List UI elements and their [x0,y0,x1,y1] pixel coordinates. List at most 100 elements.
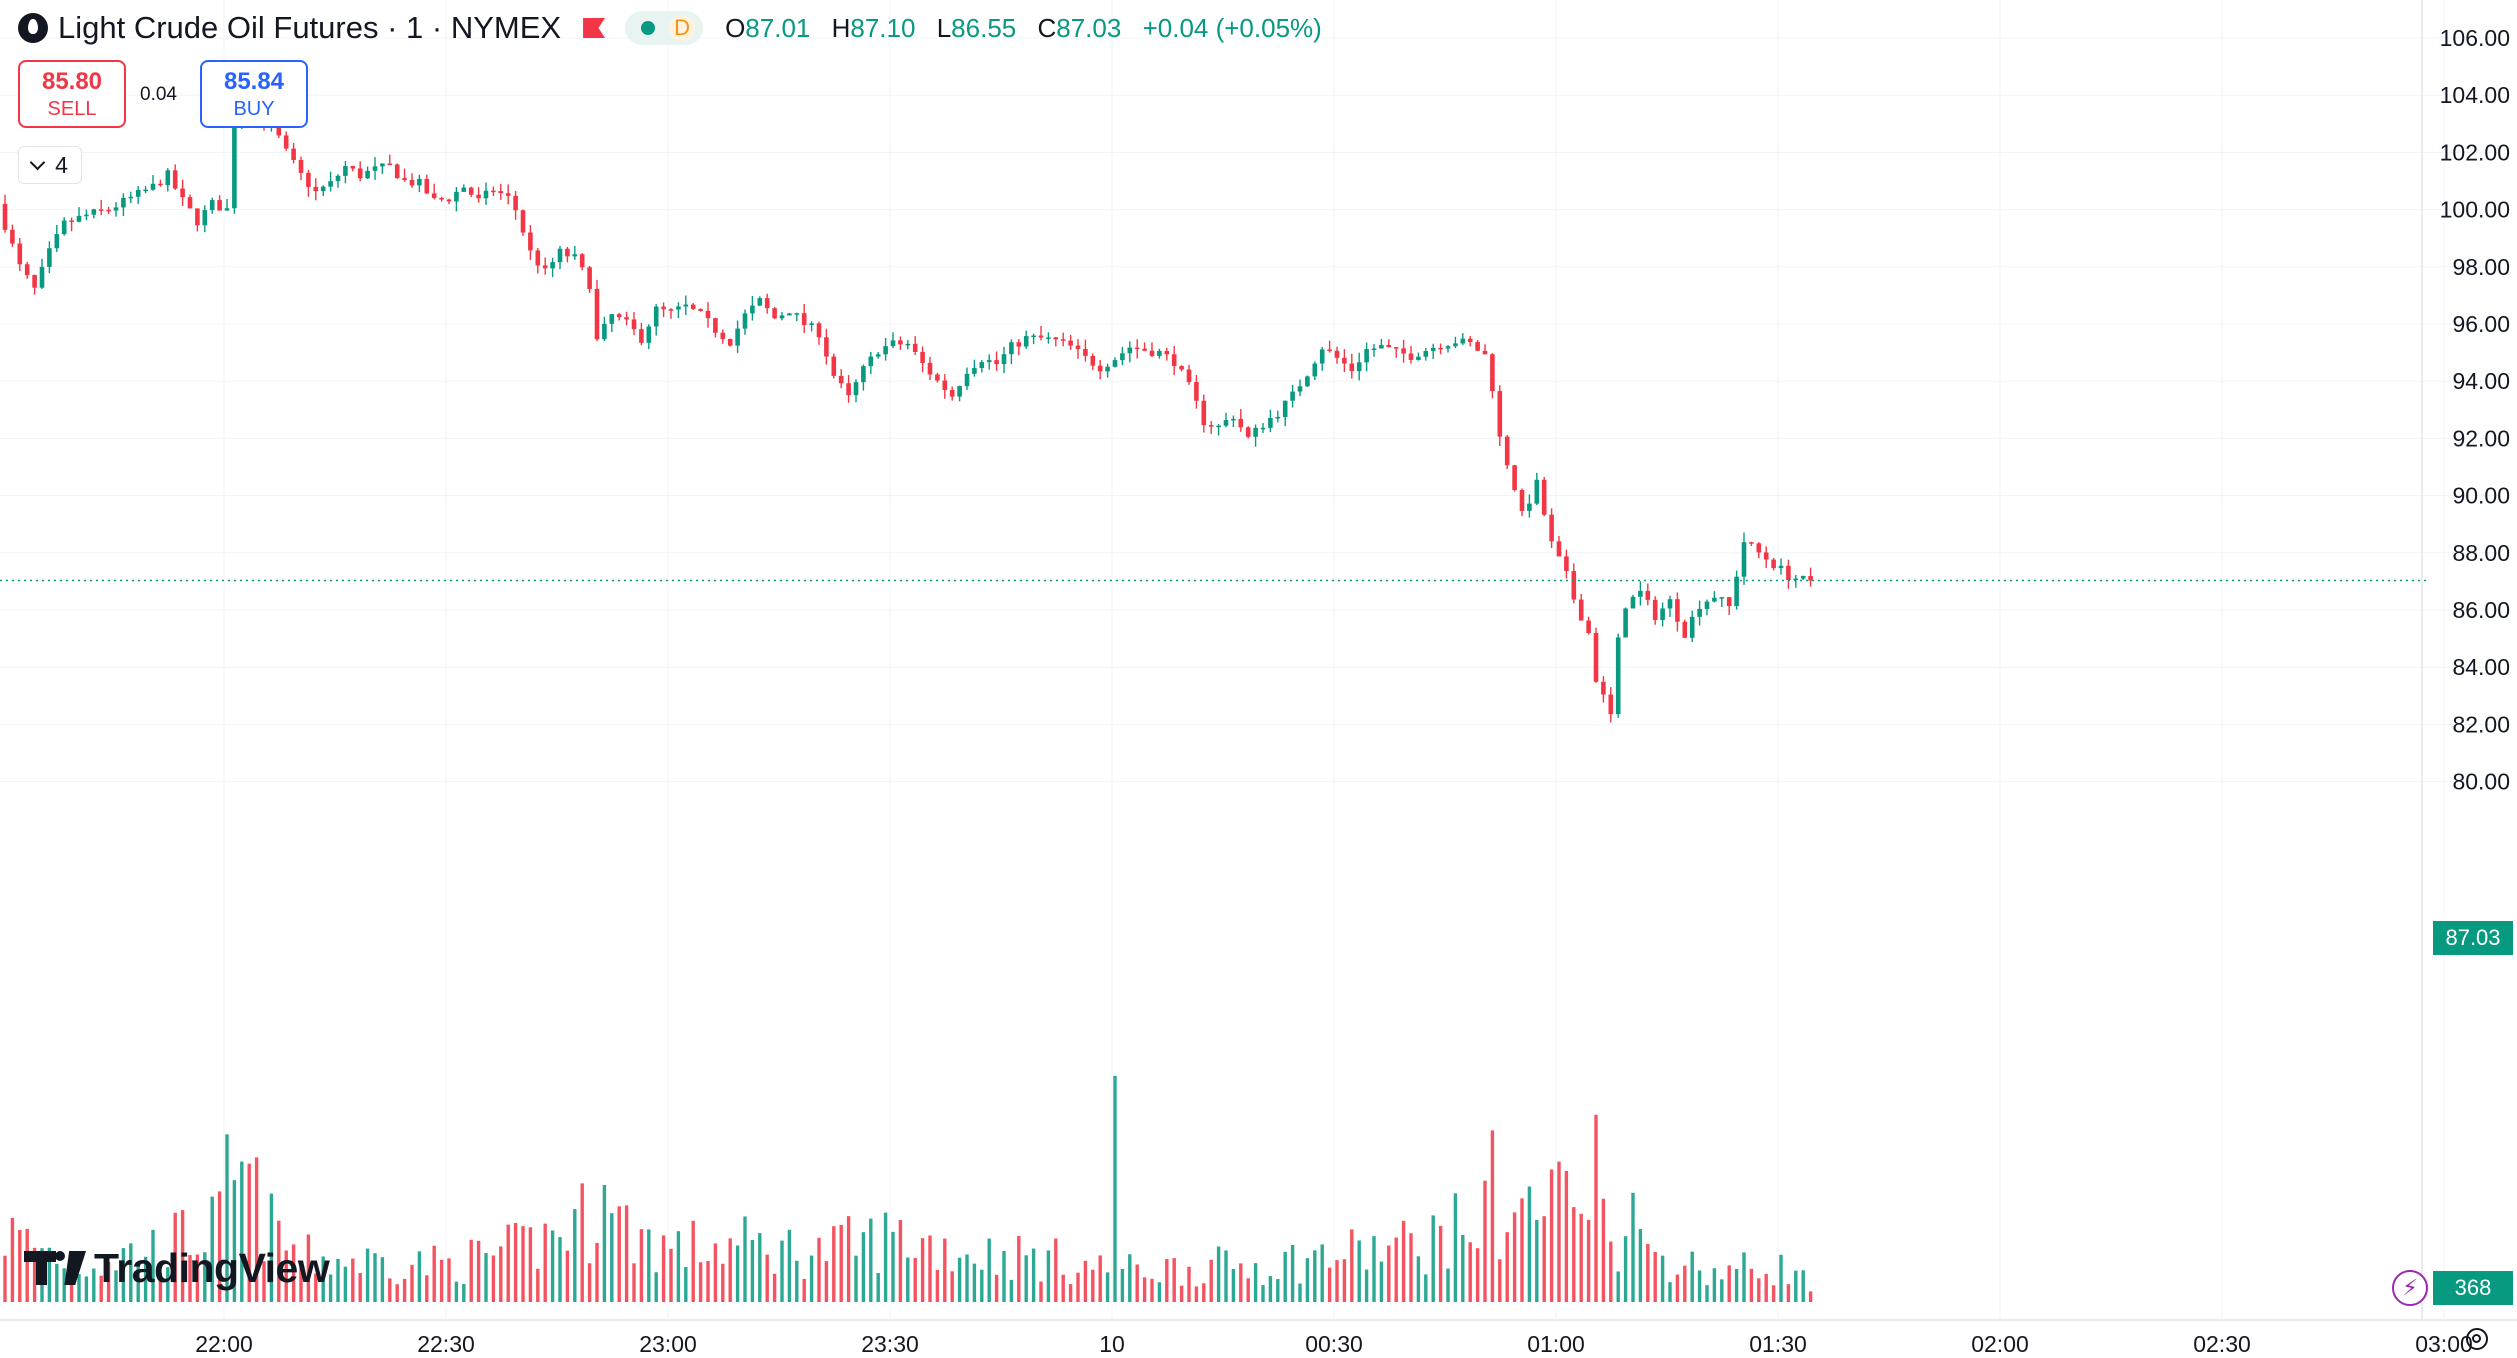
volume-bar [484,1253,488,1302]
volume-bar [1394,1237,1398,1302]
volume-bar [558,1237,562,1302]
volume-bar [291,1244,296,1302]
volume-bar [891,1231,895,1302]
candle-body [1645,590,1651,600]
candle-body [1342,357,1347,364]
price-tick-label: 90.00 [2452,483,2510,509]
volume-bar [1298,1283,1302,1302]
candle-body [912,343,918,352]
candle-body [10,229,15,244]
candle-body [283,135,289,149]
time-tick-label: 23:30 [861,1331,919,1357]
candle-body [47,248,52,267]
candle-body [1201,400,1207,426]
candle-body [1475,342,1480,351]
candle-body [1127,347,1133,354]
settings-icon[interactable] [2466,1328,2488,1350]
time-tick-label: 02:30 [2193,1331,2251,1357]
volume-bar [550,1230,555,1302]
candle-body [431,193,437,198]
candle-body [949,390,955,397]
candle-body [1652,599,1658,621]
candle-body [187,197,193,209]
candle-body [639,329,644,343]
volume-bar [1290,1245,1295,1302]
volume-bar [1668,1282,1672,1302]
candle-body [1423,351,1429,357]
symbol-title[interactable]: Light Crude Oil Futures · 1 · NYMEX [58,10,562,45]
volume-bar [277,1220,281,1302]
volume-bar [1594,1114,1598,1302]
candle-body [1556,541,1562,557]
price-tick-label: 92.00 [2452,425,2510,451]
candle-body [1053,337,1059,340]
candle-body [128,196,134,199]
candle-body [320,186,326,192]
volume-bar [402,1278,407,1302]
volume-bar [513,1223,518,1302]
volume-bar [898,1219,903,1302]
drop-icon [18,13,48,43]
candle-body [735,328,740,346]
candle-body [557,248,563,263]
tradingview-logo[interactable]: TradingView [24,1244,330,1292]
candle-body [1586,620,1591,633]
volume-bar [580,1183,584,1302]
volume-bar [25,1228,29,1302]
candle-body [1327,349,1332,351]
volume-bar [832,1226,836,1302]
volume-bar [1453,1193,1458,1302]
volume-bar [994,1274,999,1302]
candle-body [1519,490,1525,511]
candle-body [787,313,792,316]
candle-body [920,351,925,363]
volume-bar [1712,1268,1717,1302]
volume-bar [565,1250,570,1302]
candle-body [742,313,748,329]
volume-bar [750,1240,755,1302]
volume-bar [1749,1268,1754,1302]
candle-body [298,159,304,173]
market-status-pill[interactable]: D [625,11,704,45]
volume-bar [1142,1277,1147,1302]
volume-bar [1372,1236,1376,1302]
candle-body [32,275,37,288]
candle-body [150,183,156,190]
candle-body [165,170,171,186]
candle-body [394,164,400,179]
candle-body [2,203,8,230]
candle-body [1009,342,1014,355]
flag-icon[interactable] [583,18,606,38]
volume-bar [47,1247,52,1302]
indicators-collapse-button[interactable]: 4 [18,146,82,184]
time-axis[interactable]: 922:0022:3023:0023:301000:3001:0001:3002… [0,1331,2517,1357]
volume-bar [166,1267,170,1302]
candle-body [1097,365,1103,372]
candle-body [461,187,467,192]
sell-button[interactable]: 85.80 SELL [18,60,126,128]
volume-bar [1135,1264,1139,1302]
candle-body [1578,599,1584,621]
candle-body [1245,427,1251,437]
volume-bar [691,1220,695,1302]
candle-body [794,313,800,315]
candle-body [572,254,578,257]
candle-body [831,356,837,376]
volume-bar [1231,1269,1236,1302]
volume-bar [1675,1274,1680,1302]
volume-bar [1660,1255,1665,1302]
lightning-icon[interactable]: ⚡ [2392,1270,2428,1306]
candle-body [172,170,178,189]
volume-bar [1505,1232,1509,1302]
candle-body [602,323,607,340]
candle-body [1541,479,1547,515]
volume-bar [388,1278,392,1302]
candle-body [1704,601,1710,609]
buy-button[interactable]: 85.84 BUY [200,60,308,128]
volume-bar [809,1255,814,1302]
price-axis[interactable]: 106.00 104.00 102.00 100.00 98.00 96.00 94.00 9… [2440,25,2510,795]
volume-bar [861,1232,866,1302]
candle-body [1253,427,1258,437]
volume-bar [351,1258,355,1302]
